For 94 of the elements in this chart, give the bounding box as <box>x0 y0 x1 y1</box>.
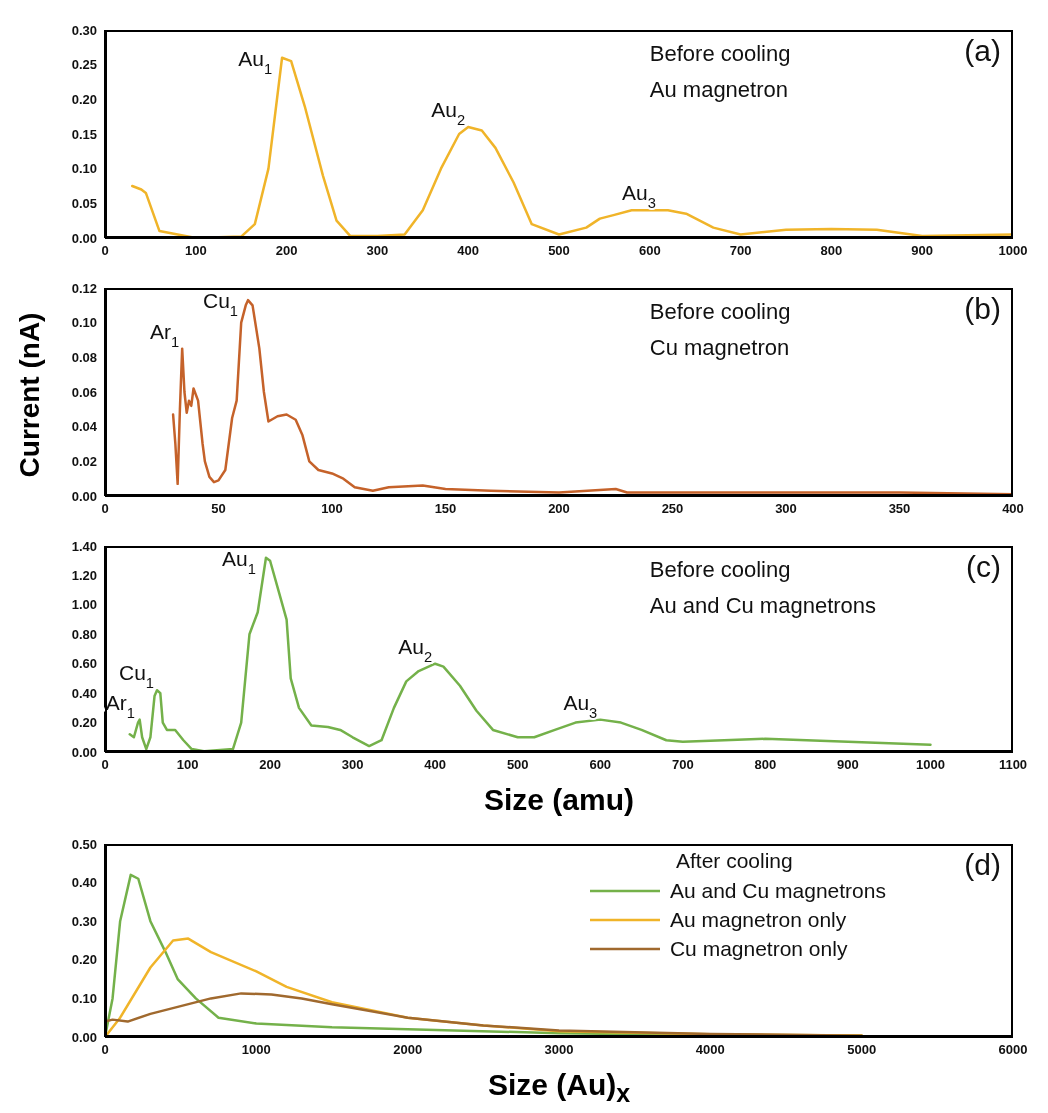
y-axis-title: Current (nA) <box>14 312 47 478</box>
x-tick-label: 0 <box>101 243 109 259</box>
x-tick-label: 150 <box>434 501 457 517</box>
y-tick-label: 0.40 <box>71 875 97 891</box>
annotation: Au$_{2}$ <box>398 634 433 665</box>
y-tick-label: 0.10 <box>71 161 97 177</box>
annotation: Before cooling <box>649 556 792 584</box>
x-tick-label: 1100 <box>998 757 1028 773</box>
annotation: Au$_{1}$ <box>238 46 273 77</box>
x-tick-label: 600 <box>589 757 612 773</box>
x-tick-label: 100 <box>184 243 207 259</box>
y-tick-label: 0.04 <box>71 419 98 435</box>
y-tick-label: 0.40 <box>71 685 97 701</box>
annotation: (b) <box>964 292 1001 326</box>
x-tick-label: 100 <box>176 757 199 773</box>
annotation: Cu$_{1}$ <box>202 289 239 320</box>
y-tick-label: 0.20 <box>71 952 97 968</box>
legend-title: After cooling <box>675 848 794 874</box>
legend-label: Cu magnetron only <box>669 936 848 962</box>
annotation: Cu$_{1}$ <box>118 661 154 692</box>
x-tick-label: 3000 <box>544 1042 574 1058</box>
x-tick-label: 50 <box>211 501 226 517</box>
y-tick-label: 0.05 <box>71 195 97 211</box>
legend-label: Au and Cu magnetrons <box>669 878 886 904</box>
y-tick-label: 0.12 <box>71 280 97 296</box>
x-tick-label: 900 <box>837 757 859 773</box>
x-tick-label: 1000 <box>998 243 1028 259</box>
x-tick-label: 300 <box>775 501 797 517</box>
annotation: Cu magnetron <box>649 334 791 362</box>
y-tick-label: 0.10 <box>71 315 97 331</box>
x-tick-label: 500 <box>548 243 570 259</box>
x-axis-title: Size (amu) <box>483 782 635 818</box>
annotation: Au magnetron <box>649 76 789 104</box>
x-tick-label: 0 <box>101 1042 109 1058</box>
x-tick-label: 400 <box>457 243 480 259</box>
y-tick-label: 0.30 <box>71 913 97 929</box>
y-tick-label: 0.00 <box>71 744 97 760</box>
y-tick-label: 0.06 <box>71 384 97 400</box>
x-tick-label: 700 <box>729 243 752 259</box>
x-tick-label: 200 <box>259 757 281 773</box>
x-tick-label: 800 <box>754 757 777 773</box>
x-tick-label: 0 <box>101 501 109 517</box>
y-tick-label: 1.00 <box>71 597 97 613</box>
y-tick-label: 0.02 <box>71 453 97 469</box>
annotation: Au$_{3}$ <box>563 690 598 721</box>
y-tick-label: 0.00 <box>71 488 97 504</box>
y-tick-label: 0.00 <box>71 230 97 246</box>
x-tick-label: 2000 <box>393 1042 423 1058</box>
x-tick-label: 4000 <box>695 1042 725 1058</box>
y-tick-label: 0.60 <box>71 656 97 672</box>
annotation: Ar$_{1}$ <box>150 319 180 350</box>
x-tick-label: 400 <box>1002 501 1024 517</box>
x-tick-label: 300 <box>341 757 364 773</box>
y-tick-label: 0.25 <box>71 57 97 73</box>
x-tick-label: 700 <box>671 757 694 773</box>
legend-label: Au magnetron only <box>669 907 847 933</box>
x-tick-label: 200 <box>548 501 570 517</box>
annotation: (d) <box>964 848 1001 882</box>
x-tick-label: 0 <box>101 757 109 773</box>
annotation: Au$_{1}$ <box>222 546 256 577</box>
x-tick-label: 6000 <box>998 1042 1028 1058</box>
y-tick-label: 0.00 <box>71 1029 97 1045</box>
x-tick-label: 100 <box>321 501 343 517</box>
y-tick-label: 1.40 <box>71 538 97 554</box>
annotation: Ar$_{1}$ <box>105 690 136 721</box>
x-tick-label: 500 <box>506 757 529 773</box>
y-tick-label: 0.10 <box>71 991 97 1007</box>
y-tick-label: 0.15 <box>71 126 97 142</box>
x-tick-label: 900 <box>911 243 934 259</box>
x-tick-label: 800 <box>820 243 843 259</box>
y-tick-label: 0.50 <box>71 836 97 852</box>
x-tick-label: 1000 <box>915 757 945 773</box>
annotation: (a) <box>964 34 1001 68</box>
annotation: (c) <box>966 550 1001 584</box>
x-tick-label: 250 <box>661 501 684 517</box>
y-tick-label: 0.80 <box>71 626 97 642</box>
x-tick-label: 5000 <box>847 1042 877 1058</box>
annotation: Au$_{3}$ <box>622 181 656 212</box>
x-axis-title: Size (Au)$_{x}$ <box>486 1067 632 1107</box>
y-tick-label: 0.20 <box>71 91 97 107</box>
annotation: Before cooling <box>649 298 791 326</box>
x-tick-label: 1000 <box>241 1042 271 1058</box>
x-tick-label: 600 <box>638 243 661 259</box>
annotation: Au$_{2}$ <box>431 98 466 129</box>
x-tick-label: 300 <box>366 243 389 259</box>
annotation: Au and Cu magnetrons <box>649 592 877 620</box>
annotation: Before cooling <box>649 40 791 68</box>
x-tick-label: 200 <box>275 243 298 259</box>
y-tick-label: 0.30 <box>71 22 97 38</box>
x-tick-label: 350 <box>888 501 911 517</box>
y-tick-label: 0.20 <box>71 715 97 731</box>
y-tick-label: 0.08 <box>71 349 97 365</box>
y-tick-label: 1.20 <box>71 568 97 584</box>
x-tick-label: 400 <box>424 757 447 773</box>
